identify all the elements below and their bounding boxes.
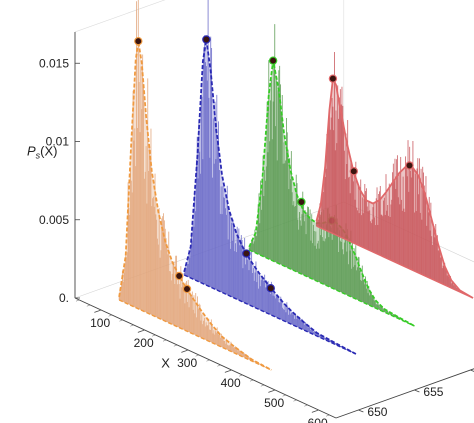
x-minor-tick	[315, 409, 319, 412]
y-axis-label: Ps(X)	[27, 144, 58, 161]
x-minor-tick	[271, 389, 276, 392]
fit-curve	[118, 41, 272, 371]
x-minor-tick	[260, 384, 265, 387]
series-marker	[242, 249, 251, 258]
z-tick-label: 655	[423, 385, 443, 399]
series-marker	[174, 271, 184, 281]
series-area	[184, 39, 356, 355]
x-minor-tick	[173, 344, 178, 347]
x-minor-tick	[282, 394, 287, 397]
series-baseline	[316, 225, 474, 299]
z-tick-mark	[470, 369, 474, 372]
x-minor-tick	[162, 339, 167, 342]
x-tick-label: 600	[308, 416, 328, 423]
x-minor-tick	[293, 399, 297, 402]
y-axis-label-main: P	[27, 144, 36, 159]
x-tick-label: 400	[221, 376, 241, 390]
histogram-bars	[118, 0, 271, 370]
series-baseline	[183, 274, 357, 355]
x-tick-label: 300	[177, 356, 197, 370]
series-656	[183, 0, 357, 355]
series-marker	[268, 56, 278, 65]
series-668	[315, 51, 474, 299]
series-marker	[328, 74, 338, 83]
x-minor-tick	[75, 299, 80, 302]
back-wall-edge	[74, 0, 345, 202]
series-marker	[202, 35, 211, 44]
series-baseline	[118, 299, 272, 371]
y-tick-label: 0.01	[46, 135, 70, 149]
series-area	[316, 78, 473, 298]
x-minor-tick	[206, 359, 210, 362]
x-tick-label: 100	[90, 316, 110, 330]
y-tick-label: 0.005	[39, 213, 69, 227]
x-axis-label: X	[161, 356, 170, 371]
series-area	[249, 60, 415, 327]
histogram-bars	[315, 51, 473, 298]
series-650	[118, 0, 272, 371]
series-layer	[118, 0, 474, 371]
y-axis-label-sub: s	[36, 151, 41, 161]
x-minor-tick	[326, 414, 330, 417]
x-minor-tick	[239, 374, 243, 377]
x-minor-tick	[97, 309, 102, 312]
series-marker	[266, 283, 275, 293]
x-axis-line	[74, 297, 337, 419]
series-marker	[182, 284, 192, 294]
x-minor-tick	[195, 354, 200, 357]
series-marker	[349, 167, 359, 176]
x-minor-tick	[217, 364, 221, 367]
y-tick-label: 0.	[59, 291, 69, 305]
series-662	[248, 24, 415, 327]
z-tick-mark	[414, 389, 420, 393]
x-minor-tick	[141, 329, 145, 332]
x-minor-tick	[108, 314, 113, 317]
series-marker	[405, 161, 414, 170]
z-tick-label: 650	[367, 405, 387, 419]
z-axis-line	[335, 368, 474, 419]
series-marker	[297, 197, 306, 207]
y-tick-label: 0.015	[39, 56, 69, 70]
tick-layer: 100 200 300 400 500 600 0. 0.005 0.01 0.015 650 655…	[39, 56, 474, 423]
x-tick-label: 200	[134, 336, 154, 350]
series-area	[119, 41, 272, 371]
x-minor-tick	[249, 379, 254, 382]
x-minor-tick	[119, 319, 123, 322]
histogram-bars	[183, 0, 356, 354]
x-minor-tick	[184, 349, 189, 352]
x-minor-tick	[304, 404, 308, 407]
x-minor-tick	[228, 369, 232, 372]
histogram-bars	[248, 24, 415, 326]
x-minor-tick	[152, 334, 156, 337]
x-tick-label: 500	[264, 396, 284, 410]
x-minor-tick	[130, 324, 134, 327]
fit-curve	[183, 39, 357, 355]
x-minor-tick	[86, 304, 91, 307]
z-tick-mark	[358, 409, 364, 413]
y-axis-label-arg: (X)	[40, 144, 57, 159]
series-baseline	[248, 249, 415, 327]
series-marker	[134, 36, 143, 46]
